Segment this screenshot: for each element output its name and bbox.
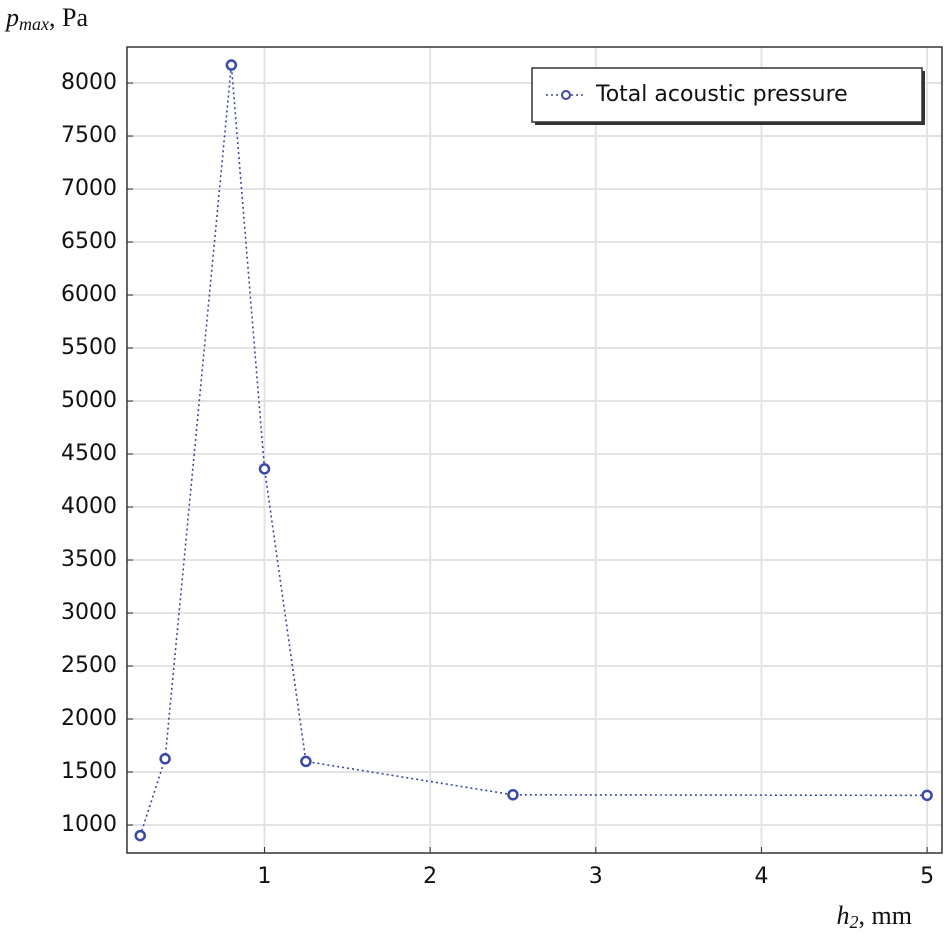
y-tick-label: 7000	[61, 176, 117, 201]
marker	[507, 789, 519, 801]
y-tick-label: 6000	[61, 282, 117, 307]
x-axis-label: h2, mm	[837, 901, 912, 932]
y-tick-label: 3000	[61, 600, 117, 625]
y-tick-label: 1500	[61, 759, 117, 784]
y-tick-label: 4000	[61, 494, 117, 519]
y-tick-label: 2500	[61, 653, 117, 678]
y-tick-label: 3500	[61, 547, 117, 572]
marker	[921, 789, 933, 802]
marker	[225, 59, 238, 71]
y-tick-label: 1000	[61, 812, 117, 837]
x-tick-label: 4	[754, 864, 768, 889]
marker	[134, 829, 147, 842]
marker	[258, 463, 271, 475]
plot-frame	[126, 46, 943, 854]
x-tick-label: 1	[257, 864, 271, 889]
legend-marker	[561, 90, 571, 100]
legend-label: Total acoustic pressure	[595, 82, 848, 107]
y-tick-label: 8000	[61, 70, 117, 95]
x-tick-label: 2	[423, 864, 437, 889]
y-tick-label: 7500	[61, 123, 117, 148]
x-tick-label: 3	[589, 864, 603, 889]
legend-box	[531, 67, 923, 123]
y-tick-label: 5500	[61, 335, 117, 360]
plot-area	[127, 47, 942, 853]
y-tick-label: 5000	[61, 388, 117, 413]
marker	[300, 755, 312, 768]
y-tick-label: 4500	[61, 441, 117, 466]
x-tick-label: 5	[920, 864, 934, 889]
y-tick-label: 2000	[61, 706, 117, 731]
marker	[159, 753, 171, 765]
y-axis-label: pmax, Pa	[4, 3, 88, 34]
y-tick-label: 6500	[61, 229, 117, 254]
